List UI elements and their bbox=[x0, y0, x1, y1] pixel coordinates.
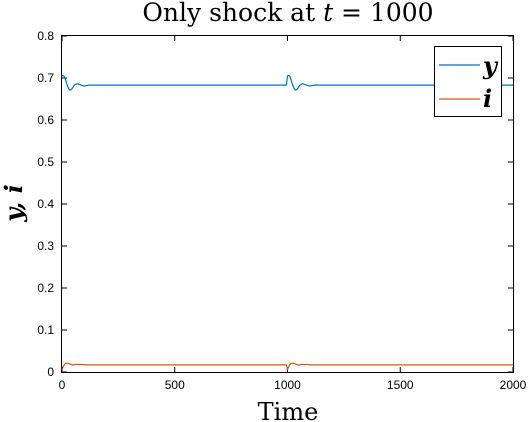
chart-title-suffix: = 1000 bbox=[333, 0, 433, 27]
chart-title-variable: t bbox=[323, 0, 334, 27]
y-tick-label: 0.6 bbox=[37, 113, 54, 127]
y-tick-label: 0.8 bbox=[37, 29, 54, 43]
y-tick-label: 0.1 bbox=[37, 323, 54, 337]
x-axis-label: Time bbox=[258, 398, 319, 422]
y-tick-label: 0.7 bbox=[37, 71, 54, 85]
x-tick-label: 500 bbox=[165, 378, 185, 392]
legend-box bbox=[434, 46, 502, 117]
x-tick-label: 2000 bbox=[500, 378, 527, 392]
series-lines bbox=[61, 74, 513, 371]
chart-title: Only shock at t = 1000 bbox=[142, 0, 433, 27]
series-line-i bbox=[61, 362, 513, 371]
legend-label-i: i bbox=[483, 84, 492, 113]
x-tick-label: 0 bbox=[59, 378, 66, 392]
legend-label-y: y bbox=[482, 51, 499, 80]
y-tick-label: 0.2 bbox=[37, 281, 54, 295]
axis-ticks: 0 500 1000 1500 2000 0 0.1 0.2 0.3 0.4 0.5 0.6 0.7 0.… bbox=[37, 29, 526, 392]
y-tick-label: 0.5 bbox=[37, 155, 54, 169]
x-tick-label: 1500 bbox=[387, 378, 414, 392]
y-tick-label: 0.3 bbox=[37, 239, 54, 253]
y-axis-label: y, i bbox=[0, 184, 28, 222]
chart-title-prefix: Only shock at bbox=[142, 0, 323, 27]
series-line-y bbox=[61, 74, 513, 91]
legend: y i bbox=[434, 46, 502, 117]
y-tick-label: 0 bbox=[47, 365, 54, 379]
x-tick-label: 1000 bbox=[274, 378, 301, 392]
y-tick-label: 0.4 bbox=[37, 197, 54, 211]
